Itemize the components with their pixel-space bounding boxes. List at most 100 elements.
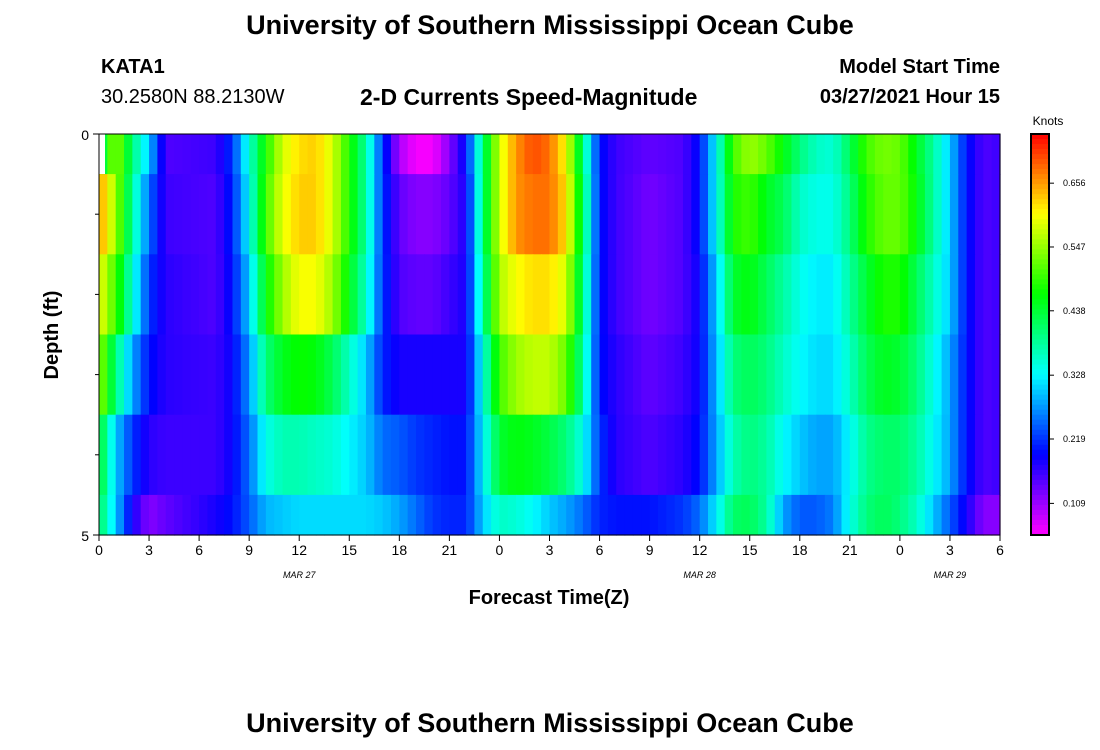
heatmap-cell: [991, 174, 1001, 255]
heatmap-cell: [933, 134, 943, 175]
heatmap-cell: [340, 414, 350, 496]
heatmap-cell: [324, 174, 334, 255]
heatmap-cell: [315, 494, 325, 536]
heatmap-cell: [474, 334, 484, 416]
heatmap-cell: [190, 134, 200, 175]
heatmap-cell: [933, 494, 943, 536]
heatmap-cell: [991, 414, 1001, 496]
heatmap-cell: [674, 414, 684, 496]
heatmap-cell: [307, 334, 317, 416]
heatmap-cell: [374, 494, 384, 536]
heatmap-cell: [582, 174, 592, 255]
heatmap-cell: [924, 334, 934, 416]
no-data-cell: [99, 134, 105, 174]
x-tick-label: 0: [496, 542, 504, 558]
heatmap-cell: [491, 174, 501, 255]
colorbar-segment: [1031, 464, 1049, 471]
colorbar-segment: [1031, 234, 1049, 240]
x-tick-label: 18: [392, 542, 408, 558]
heatmap-cell: [549, 134, 559, 175]
heatmap-cell: [616, 134, 626, 175]
heatmap-cell: [708, 414, 717, 496]
heatmap-cell: [816, 134, 826, 175]
colorbar-segment: [1031, 334, 1049, 341]
heatmap-cell: [741, 134, 751, 175]
heatmap-cell: [974, 254, 984, 336]
colorbar: 0.109 0.219 0.328 0.438 0.547 0.656: [1030, 133, 1086, 536]
heatmap-cell: [274, 414, 284, 496]
heatmap-cell: [624, 134, 634, 175]
heatmap-cell: [949, 494, 959, 536]
heatmap-cell: [449, 134, 459, 175]
heatmap-cell: [599, 414, 609, 496]
heatmap-cell: [699, 174, 709, 255]
heatmap-cell: [899, 134, 909, 175]
x-tick-label: 3: [946, 542, 954, 558]
heatmap-cell: [124, 134, 133, 175]
colorbar-segment: [1031, 374, 1049, 381]
colorbar-segment: [1031, 369, 1049, 376]
heatmap-cell: [808, 334, 818, 416]
heatmap-cell: [666, 134, 676, 175]
heatmap-cell: [524, 254, 534, 336]
heatmap-cell: [808, 414, 818, 496]
heatmap-cell: [99, 334, 108, 416]
heatmap-cell: [274, 254, 284, 336]
colorbar-segment: [1031, 289, 1049, 295]
heatmap-cell: [382, 494, 392, 536]
heatmap-cell: [107, 254, 117, 336]
heatmap-cell: [716, 494, 726, 536]
heatmap-cell: [641, 174, 651, 255]
heatmap-cell: [466, 414, 476, 496]
colorbar-segment: [1031, 469, 1049, 476]
heatmap-cell: [632, 254, 642, 336]
colorbar-segment: [1031, 419, 1049, 426]
heatmap-cell: [324, 414, 334, 496]
heatmap-cell: [182, 254, 192, 336]
colorbar-segment: [1031, 414, 1049, 421]
heatmap-cell: [616, 174, 626, 255]
heatmap-cell: [716, 414, 726, 496]
colorbar-segment: [1031, 204, 1049, 210]
heatmap-cell: [924, 174, 934, 255]
heatmap-cell: [382, 334, 392, 416]
heatmap-cell: [332, 254, 342, 336]
heatmap-cell: [507, 254, 517, 336]
heatmap-cell: [407, 174, 417, 255]
heatmap-cell: [899, 174, 909, 255]
colorbar-segment: [1031, 254, 1049, 260]
colorbar-tick-label: 0.328: [1063, 370, 1086, 380]
heatmap-cell: [107, 134, 117, 175]
heatmap-cell: [808, 254, 818, 336]
x-tick-label: 3: [546, 542, 554, 558]
heatmap-cell: [566, 494, 576, 536]
heatmap-cell: [899, 334, 909, 416]
heatmap-cell: [949, 134, 959, 175]
heatmap-cell: [591, 414, 601, 496]
colorbar-segment: [1031, 394, 1049, 401]
heatmap-cell: [874, 414, 884, 496]
colorbar-segment: [1031, 384, 1049, 391]
x-tick-label: 18: [792, 542, 808, 558]
heatmap-cell: [824, 174, 834, 255]
heatmap-cell: [649, 254, 659, 336]
heatmap-cell: [541, 414, 551, 496]
heatmap-cell: [691, 494, 701, 536]
heatmap-cell: [282, 494, 292, 536]
heatmap-cell: [499, 134, 509, 175]
heatmap-cell: [774, 334, 784, 416]
heatmap-cell: [949, 414, 959, 496]
heatmap-cell: [307, 174, 317, 255]
heatmap-cell: [774, 494, 784, 536]
heatmap-cell: [616, 414, 626, 496]
heatmap-cell: [399, 254, 409, 336]
heatmap-cell: [883, 254, 893, 336]
colorbar-segment: [1031, 379, 1049, 386]
heatmap-cell: [866, 334, 876, 416]
heatmap-cell: [282, 414, 292, 496]
colorbar-segment: [1031, 349, 1049, 356]
heatmap-cell: [532, 494, 542, 536]
heatmap-cell: [374, 134, 384, 175]
heatmap-cell: [282, 134, 292, 175]
heatmap-cell: [783, 254, 793, 336]
